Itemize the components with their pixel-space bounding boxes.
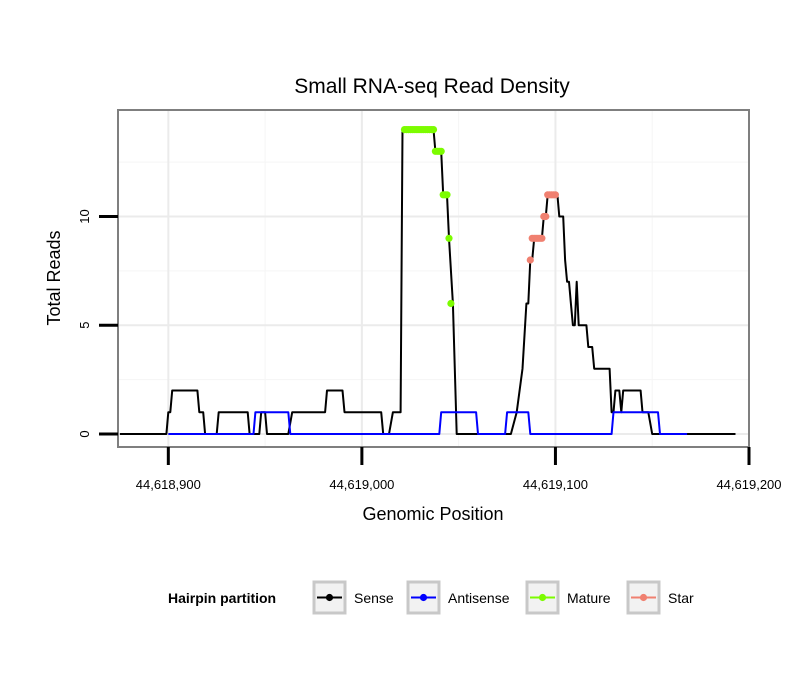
series-line-sense [119,128,736,435]
y-tick-label: 0 [77,430,92,437]
legend-label-star: Star [668,590,694,606]
x-tick-label: 44,618,900 [136,477,201,492]
x-axis-title: Genomic Position [362,504,503,524]
x-axis: 44,618,900 44,619,000 44,619,100 44,619,200 [136,447,782,492]
grid [118,110,749,447]
data-point-star [526,256,534,264]
data-point-star [542,212,550,221]
legend-key-point [538,593,547,602]
data-point-star [538,234,546,242]
legend-label-sense: Sense [354,590,394,606]
data-point-mature [447,299,455,308]
data-point-mature [437,147,445,155]
legend-label-antisense: Antisense [448,590,510,606]
series-layer [119,126,736,435]
y-axis-title: Total Reads [44,230,64,325]
legend-label-mature: Mature [567,590,611,606]
data-point-mature [429,126,438,134]
legend-key-point [639,593,648,602]
data-point-mature [445,234,453,242]
legend-title: Hairpin partition [168,590,276,606]
legend-key-point [325,593,334,602]
y-tick-label: 5 [77,322,92,329]
panel-border [117,109,750,448]
data-point-mature [443,191,451,199]
x-tick-label: 44,619,200 [716,477,781,492]
series-line-antisense [168,411,688,435]
x-tick-label: 44,619,100 [523,477,588,492]
chart-title: Small RNA-seq Read Density [294,75,570,98]
y-tick-label: 10 [77,209,92,223]
x-tick-label: 44,619,000 [329,477,394,492]
legend: Hairpin partition Sense Antisense Mature St… [168,580,694,615]
data-point-star [551,191,560,199]
legend-key-point [419,593,428,602]
y-axis: 0 5 10 [77,209,118,438]
